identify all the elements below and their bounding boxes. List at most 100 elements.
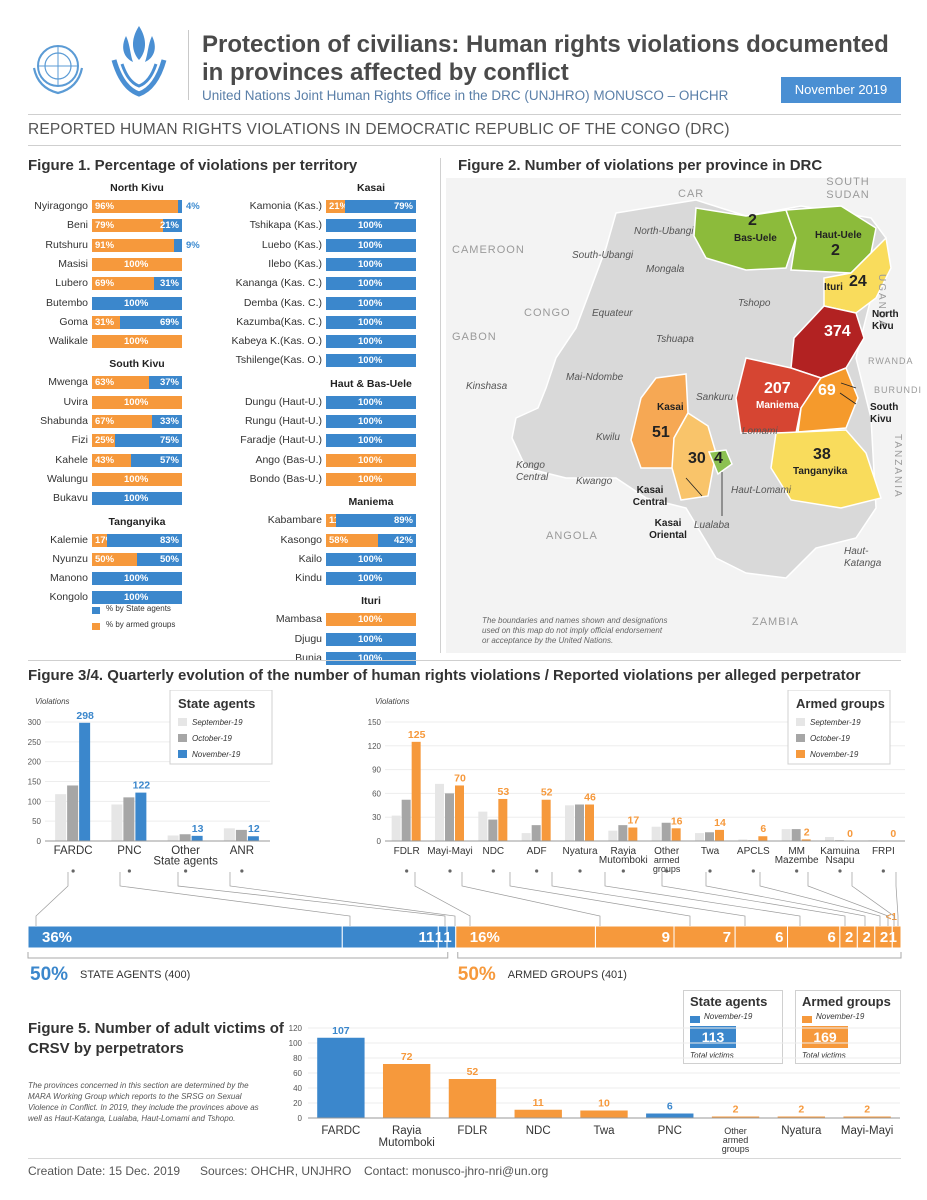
figure1-bar-armed-segment: 25%: [92, 434, 115, 448]
figure1-row-label: Kazumba(Kas. C.): [236, 315, 322, 328]
figure1-armed-pct: 96%: [95, 201, 115, 212]
legend-swatch: [796, 734, 805, 742]
figure1-bar: 100%: [326, 354, 416, 368]
connector-dot: [838, 869, 842, 873]
bar-November-19: [191, 835, 203, 841]
x-category-label: Mayi-Mayi: [427, 846, 473, 857]
figure1-state-pct: 75%: [159, 435, 179, 447]
figure1-state-pct: 69%: [159, 316, 179, 328]
y-tick-label: 80: [293, 1054, 302, 1063]
un-logo: [28, 38, 88, 98]
connector-line: [509, 872, 691, 926]
figure1-bar: 100%: [326, 613, 416, 627]
province-label-equateur: Equateur: [592, 308, 633, 319]
figure1-state-pct: 100%: [358, 278, 383, 290]
connector-line: [705, 872, 866, 926]
legend-month: September-19: [810, 718, 861, 727]
crsv-bar: [317, 1037, 365, 1118]
bar-November-19: [585, 804, 594, 841]
crsv-category-label: Mutomboki: [379, 1137, 435, 1149]
figure1-state-pct: 57%: [159, 454, 179, 466]
crsv-category-label: PNC: [658, 1125, 682, 1137]
connector-dot: [621, 869, 625, 873]
country-burundi: BURUNDI: [874, 385, 923, 395]
y-tick-label: 100: [289, 1039, 303, 1048]
figure1-row-label: Shabunda: [40, 415, 88, 427]
armed-total-caption: Total victims: [802, 1051, 846, 1060]
figure1-row-label: Kalemie: [50, 533, 88, 546]
connector-line: [759, 872, 881, 926]
province-label-kwilu: Kwilu: [596, 432, 620, 443]
figure1-row-label: Walikale: [48, 335, 88, 348]
figure1-row-label: Mwenga: [48, 376, 88, 389]
province-kasai-central: [671, 411, 717, 501]
figure1-state-pct: 100%: [124, 493, 149, 505]
figure1-bar-armed-segment: 31%: [92, 315, 120, 329]
crsv-bar-value: 52: [467, 1066, 479, 1078]
figure1-bar: 100%: [326, 652, 416, 665]
legend-month: September-19: [192, 718, 243, 727]
connector-dot: [240, 869, 244, 873]
crsv-category-label: Rayia: [392, 1125, 422, 1137]
section-rule-bottom: [28, 145, 901, 146]
map-value-kasai: 51: [652, 424, 670, 441]
crsv-category-label: groups: [722, 1144, 750, 1154]
figure1-bar-state-segment: 83%: [107, 533, 182, 547]
legend-swatch: [796, 750, 805, 758]
figure1-bar-state-segment: 100%: [326, 434, 416, 448]
connector-line: [461, 872, 601, 926]
figure1-row-label: Mambasa: [275, 613, 322, 626]
figure1-bar-state-segment: 100%: [326, 238, 416, 252]
country-tanzania: TANZANIA: [892, 434, 903, 499]
province-bas-uele: [693, 207, 797, 271]
figure1-state-pct: 100%: [358, 553, 383, 565]
country-zambia: ZAMBIA: [752, 616, 799, 628]
y-tick-label: 120: [289, 1024, 303, 1033]
section-title: REPORTED HUMAN RIGHTS VIOLATIONS IN DEMO…: [28, 121, 730, 138]
figure1-armed-pct: 63%: [95, 377, 115, 389]
connector-line: [604, 872, 801, 926]
legend-month: November-19: [810, 750, 859, 759]
figure34-charts: Violations050100150200250300298FARDC122P…: [27, 690, 905, 985]
armed-total-swatch: [802, 1016, 812, 1023]
figure1-armed-pct: 31%: [95, 316, 115, 328]
x-category-label: Mazembe: [775, 855, 819, 866]
figure1-state-pct: 89%: [393, 515, 413, 527]
figure1-row-label: Tshikapa (Kas.): [249, 219, 322, 232]
figure1-bar-armed-segment: 17%: [92, 533, 114, 547]
legend-swatch: [796, 718, 805, 726]
crsv-bar: [711, 1116, 760, 1118]
crsv-bar-value: 2: [733, 1104, 739, 1116]
figure1-armed-pct: 100%: [124, 473, 149, 485]
figure1-state-pct: 31%: [159, 278, 179, 290]
figure1-bar-state-segment: 31%: [154, 277, 182, 291]
armed-total-legend: November-19: [816, 1012, 865, 1021]
figure1-bar-armed-segment: 11%: [326, 514, 348, 528]
figure1-bar: 100%: [326, 552, 416, 566]
figure1-bar-armed-segment: 100%: [92, 472, 182, 486]
crsv-category-label: Mayi-Mayi: [841, 1125, 893, 1137]
bar-value-label: 2: [804, 826, 810, 838]
figure1-state-pct: 100%: [358, 258, 383, 270]
figure1-bar: 58% 42%: [326, 533, 416, 547]
bar-value-label: 16: [671, 815, 683, 827]
figure1-bar-armed-segment: 63%: [92, 376, 149, 390]
map-name-maniema: Maniema: [756, 400, 799, 411]
figure1-armed-pct: 79%: [95, 220, 115, 232]
connector-line: [177, 872, 446, 926]
figure1-bar-state-segment: 100%: [326, 219, 416, 233]
province-label-kinshasa: Kinshasa: [466, 381, 508, 392]
figure1-bar-state-segment: [178, 200, 182, 213]
x-category-label: PNC: [117, 845, 141, 857]
figure1-bar: 100%: [92, 296, 182, 310]
stacked-segment-label: 1: [435, 929, 443, 946]
figure1-group-heading: Haut & Bas-Uele: [330, 377, 412, 390]
figure1-state-pct: 100%: [358, 316, 383, 328]
bar-October-19: [179, 834, 191, 841]
figure1-bar-armed-segment: 96%: [92, 200, 178, 213]
province-tanganyika: [770, 429, 882, 509]
state-share-text: STATE AGENTS (400): [80, 969, 190, 981]
y-axis-label: Violations: [35, 697, 70, 706]
figure1-bar-armed-segment: 100%: [326, 613, 416, 627]
legend-swatch: [178, 734, 187, 742]
